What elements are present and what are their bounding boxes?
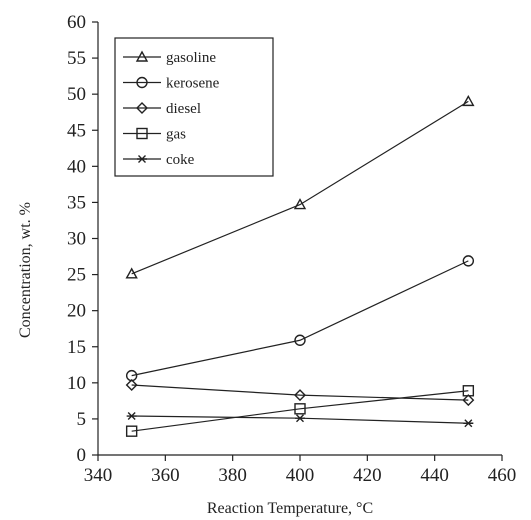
y-tick-label: 60 [67, 12, 86, 33]
data-point-diesel [462, 394, 475, 407]
data-point-diesel [294, 389, 306, 402]
y-tick-label: 50 [67, 84, 86, 105]
data-point-coke [126, 412, 137, 421]
legend-item-gas: gas [123, 127, 186, 143]
data-point-diesel [125, 379, 138, 391]
legend-label: diesel [166, 101, 201, 117]
series-group [125, 94, 475, 437]
series-coke [126, 412, 474, 428]
legend-item-coke: coke [123, 152, 195, 168]
data-point-kerosene [294, 334, 306, 346]
legend-marker-square [136, 127, 148, 140]
data-point-gas [294, 403, 306, 415]
legend-item-diesel: diesel [123, 101, 201, 117]
legend-marker-triangle [135, 50, 149, 62]
legend-label: coke [166, 152, 195, 168]
x-tick-label: 340 [84, 465, 113, 486]
y-tick-label: 25 [67, 265, 86, 286]
y-tick-label: 40 [67, 156, 86, 177]
y-tick-label: 10 [67, 373, 86, 394]
x-tick-label: 420 [353, 465, 382, 486]
series-diesel [125, 379, 475, 407]
data-point-gasoline [462, 94, 475, 107]
y-tick-label: 30 [67, 229, 86, 250]
series-line-gasoline [131, 100, 469, 275]
y-tick-label: 0 [77, 445, 87, 466]
data-point-coke [463, 419, 474, 428]
plot-area: 0 5 10 15 20 25 30 35 40 45 50 55 60 340 360 380 400 420 4… [67, 12, 516, 486]
legend-marker-circle [136, 76, 148, 89]
data-point-gasoline [125, 267, 138, 279]
y-tick-label: 5 [77, 409, 87, 430]
y-tick-label: 15 [67, 337, 86, 358]
y-tick-label: 20 [67, 301, 86, 322]
data-point-gas [462, 385, 475, 397]
series-line-diesel [131, 384, 469, 401]
x-tick-label: 360 [151, 465, 180, 486]
series-gasoline [125, 94, 475, 279]
y-axis-title: Concentration, wt. % [17, 202, 34, 338]
series-line-kerosene [131, 260, 469, 377]
x-tick-label: 440 [420, 465, 449, 486]
legend-item-gasoline: gasoline [123, 50, 216, 66]
data-point-kerosene [462, 255, 475, 267]
series-line-gas [131, 390, 469, 432]
legend-marker-asterisk [137, 155, 147, 163]
legend-marker-diamond [136, 102, 148, 114]
data-point-gasoline [293, 198, 307, 210]
x-tick-label: 460 [488, 465, 517, 486]
legend: gasoline kerosene diesel gas coke [114, 37, 274, 177]
data-point-gas [125, 425, 138, 437]
x-axis-title: Reaction Temperature, °C [207, 500, 373, 517]
legend-label: kerosene [166, 76, 220, 92]
x-tick-label: 400 [286, 465, 315, 486]
data-point-coke [295, 414, 305, 423]
legend-label: gas [166, 127, 186, 143]
y-tick-label: 45 [67, 120, 86, 141]
series-gas [125, 385, 475, 437]
legend-item-kerosene: kerosene [123, 76, 220, 92]
y-tick-label: 55 [67, 48, 86, 69]
x-tick-label: 380 [218, 465, 247, 486]
legend-label: gasoline [166, 50, 216, 66]
y-tick-label: 35 [67, 192, 86, 213]
